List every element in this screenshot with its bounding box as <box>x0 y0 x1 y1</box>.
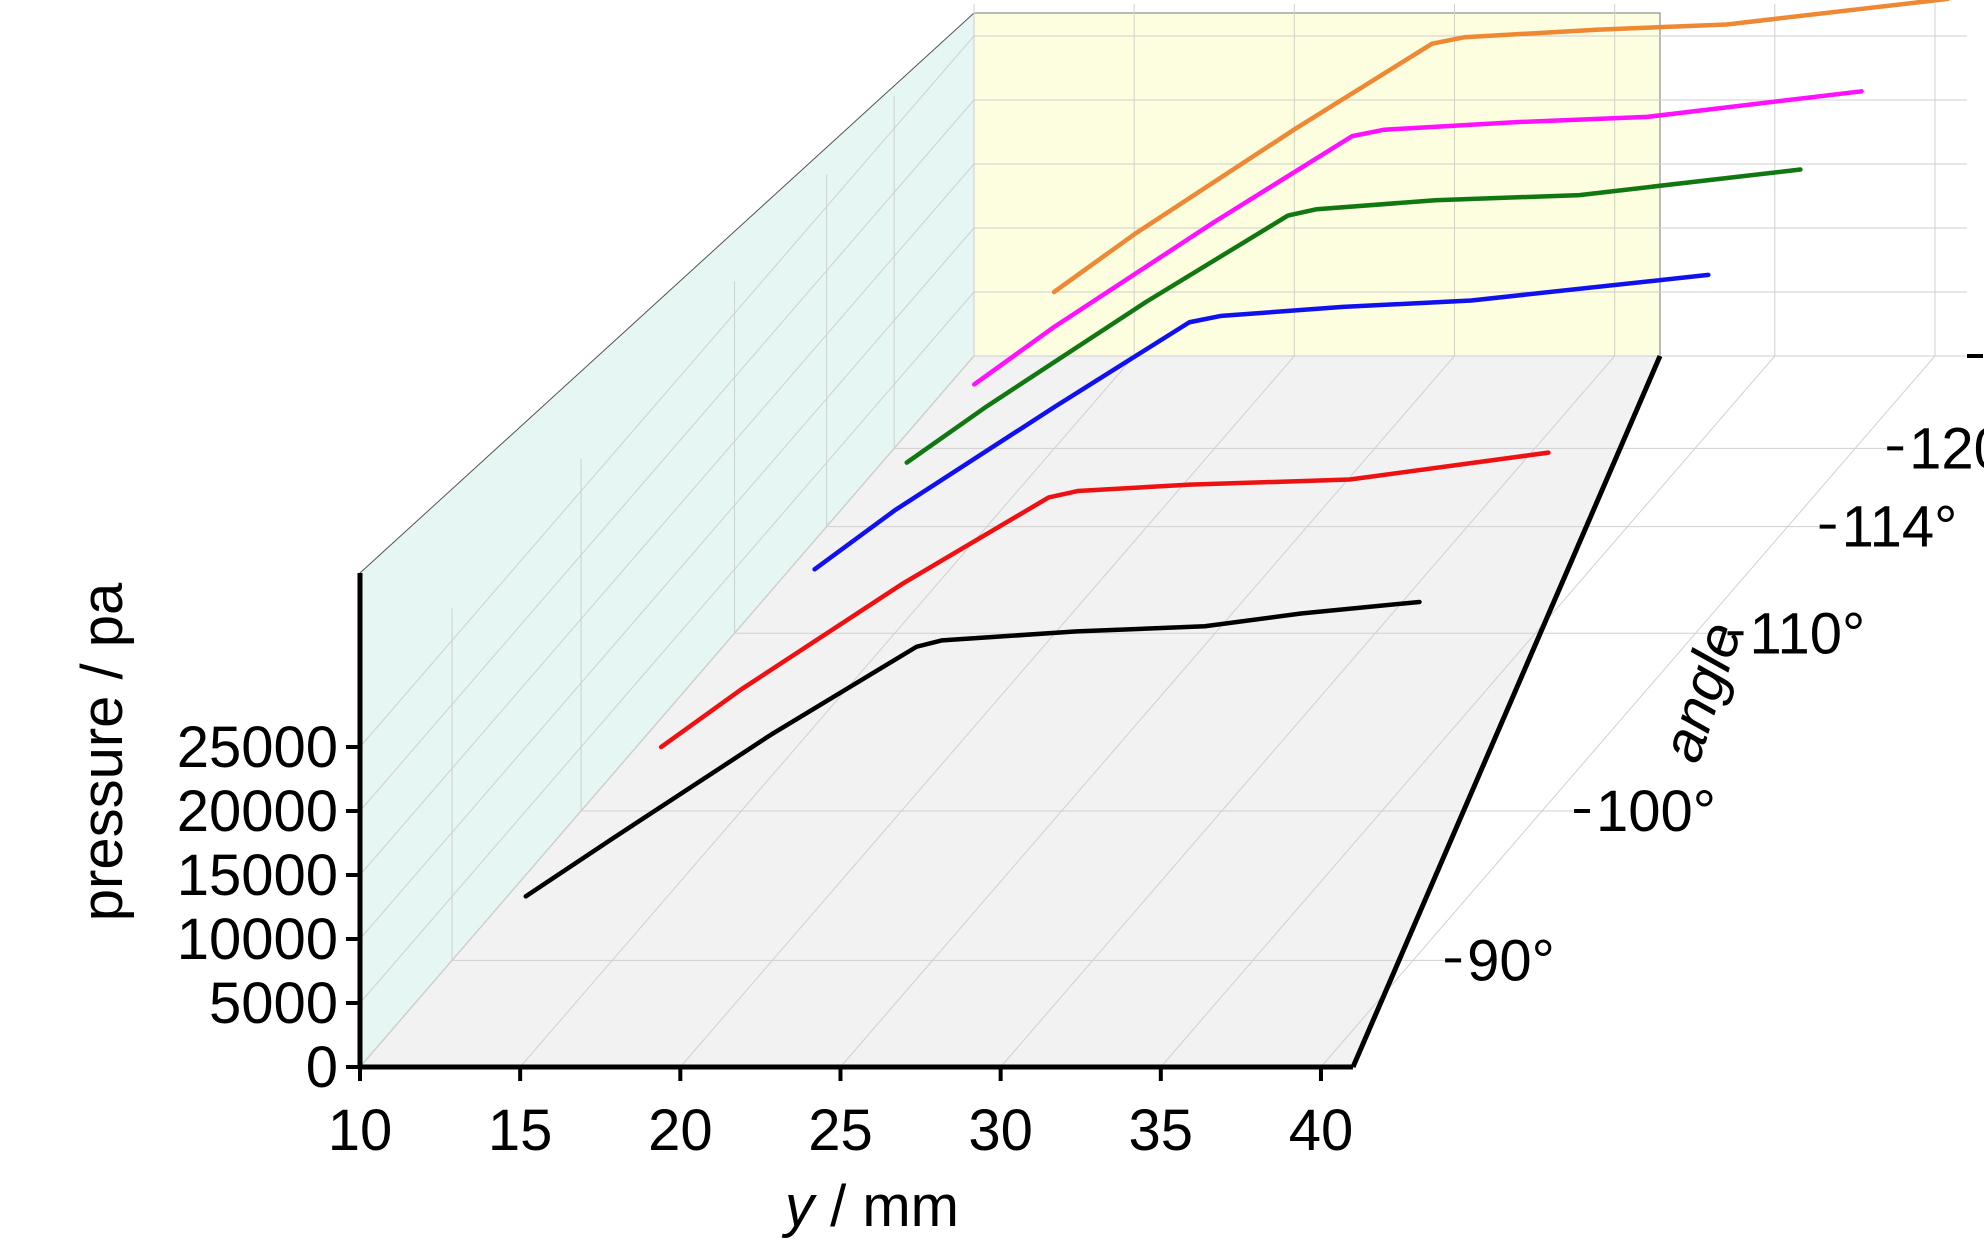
data-series <box>523 0 1950 899</box>
series-line-90deg <box>523 599 1422 899</box>
series-line-100deg <box>658 450 1551 750</box>
x-axis-title-unit: / mm <box>814 1174 959 1239</box>
x-axis-title-var: y <box>781 1174 817 1239</box>
wall-gridline <box>359 99 1967 812</box>
back-wall <box>973 12 1661 357</box>
series-line-110deg <box>812 272 1711 572</box>
depth-axis-line <box>1350 355 1663 1068</box>
floor-gridline <box>679 355 1295 1068</box>
y-tick-label: 25000 <box>177 715 338 780</box>
y-axis-title: pressure / pa <box>70 582 135 921</box>
x-tick-label: 10 <box>328 1098 393 1163</box>
depth-tick-label: 114° <box>1842 495 1958 560</box>
y-tick-label: 0 <box>306 1035 338 1100</box>
floor-gridline <box>519 355 1135 1068</box>
depth-tick-label: 110° <box>1750 601 1866 666</box>
wall-gridline <box>359 35 1967 748</box>
wall-gridline <box>359 355 1967 1068</box>
y-tick-label: 10000 <box>177 907 338 972</box>
x-tick-label: 15 <box>488 1098 553 1163</box>
series-line-130deg <box>1051 0 1950 295</box>
y-tick-label: 20000 <box>177 779 338 844</box>
depth-tick-label: 90° <box>1467 928 1555 993</box>
floor-gridline <box>1000 355 1616 1068</box>
x-tick-label: 20 <box>648 1098 713 1163</box>
y-tick-label: 15000 <box>177 843 338 908</box>
wall-gridline <box>359 291 1967 1004</box>
floor-gridline <box>1320 355 1936 1068</box>
x-tick-label: 30 <box>968 1098 1033 1163</box>
axis-labels: pressure / pa y / mm angle <box>70 582 1754 1239</box>
floor-gridline <box>1160 355 1776 1068</box>
series-line-120deg <box>972 89 1864 387</box>
x-tick-label: 35 <box>1129 1098 1194 1163</box>
depth-tick-label: 120° <box>1909 416 1984 481</box>
depth-tick-label: 100° <box>1596 779 1716 844</box>
x-tick-label: 40 <box>1289 1098 1354 1163</box>
series-line-114deg <box>904 167 1803 465</box>
plot-walls <box>358 11 1661 1069</box>
x-axis-title: y / mm <box>781 1174 959 1239</box>
wall-gridline <box>359 227 1967 940</box>
y-tick-label: 5000 <box>209 971 338 1036</box>
wall-gridline <box>359 163 1967 876</box>
depth-axis-title: angle <box>1649 614 1755 769</box>
floor-gridline <box>840 355 1455 1068</box>
grid-lines <box>359 4 1967 1068</box>
x-tick-label: 25 <box>808 1098 873 1163</box>
